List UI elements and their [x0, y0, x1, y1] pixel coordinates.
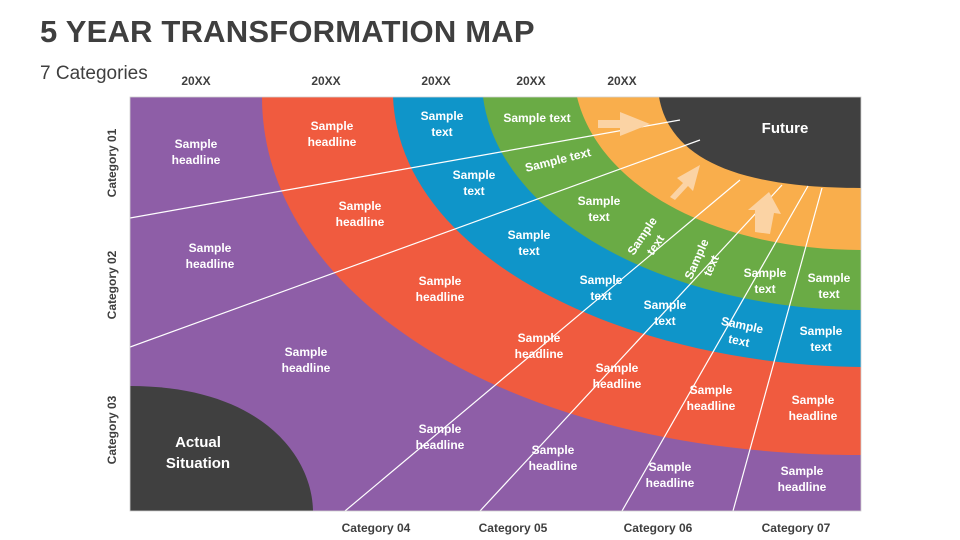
actual-label-line-1: Actual	[175, 434, 221, 451]
red-headline-1: Sample headline	[308, 119, 357, 149]
actual-situation-shape	[130, 386, 313, 511]
future-label: Future	[762, 120, 809, 137]
red-headline-6: Sample headline	[687, 383, 736, 413]
page-subtitle: 7 Categories	[40, 63, 148, 84]
page-title: 5 YEAR TRANSFORMATION MAP	[40, 14, 535, 49]
year-header-3: 20XX	[421, 74, 450, 88]
blue-text-4: Sample text	[580, 273, 623, 303]
row-label-1: Category 01	[105, 128, 119, 197]
divider-lines	[130, 119, 823, 511]
column-label-4: Category 04	[342, 521, 411, 535]
blue-text-1: Sample text	[421, 109, 464, 139]
future-shape	[659, 97, 861, 188]
up-arrow-icon	[748, 192, 781, 234]
year-header-2: 20XX	[311, 74, 340, 88]
blue-text-7: Sample text	[800, 324, 843, 354]
purple-headline-1: Sample headline	[172, 137, 221, 167]
red-headline-5: Sample headline	[593, 361, 642, 391]
red-headline-3: Sample headline	[416, 274, 465, 304]
blue-text-2: Sample text	[453, 168, 496, 198]
row-label-3: Category 03	[105, 395, 119, 464]
purple-headline-2: Sample headline	[186, 241, 235, 271]
diagonal-arrow-icon	[670, 165, 700, 200]
green-text-1: Sample text	[503, 111, 570, 125]
blue-text-5: Sample text	[644, 298, 687, 328]
year-header-5: 20XX	[607, 74, 636, 88]
map-frame	[129, 96, 862, 512]
arrow-group	[598, 112, 781, 234]
red-headline-2: Sample headline	[336, 199, 385, 229]
purple-headline-7: Sample headline	[778, 464, 827, 494]
purple-headline-6: Sample headline	[646, 460, 695, 490]
blue-text-3: Sample text	[508, 228, 551, 258]
red-headline-4: Sample headline	[515, 331, 564, 361]
purple-headline-3: Sample headline	[282, 345, 331, 375]
year-header-4: 20XX	[516, 74, 545, 88]
green-text-6: Sample text	[744, 266, 787, 296]
purple-headline-4: Sample headline	[416, 422, 465, 452]
green-text-7: Sample text	[808, 271, 851, 301]
column-label-5: Category 05	[479, 521, 548, 535]
green-text-3: Sample text	[578, 194, 621, 224]
column-label-6: Category 06	[624, 521, 693, 535]
row-label-2: Category 02	[105, 250, 119, 319]
red-headline-7: Sample headline	[789, 393, 838, 423]
purple-headline-5: Sample headline	[529, 443, 578, 473]
right-arrow-icon	[598, 112, 650, 136]
year-header-1: 20XX	[181, 74, 210, 88]
band-group	[130, 97, 861, 511]
column-label-7: Category 07	[762, 521, 831, 535]
actual-label-line-2: Situation	[166, 455, 230, 472]
